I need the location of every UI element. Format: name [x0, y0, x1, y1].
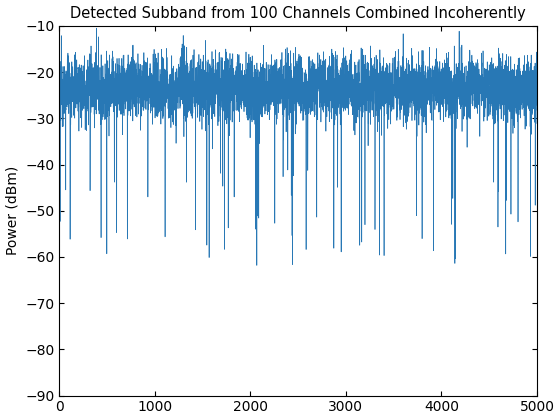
Y-axis label: Power (dBm): Power (dBm): [6, 166, 20, 255]
Title: Detected Subband from 100 Channels Combined Incoherently: Detected Subband from 100 Channels Combi…: [70, 5, 526, 21]
